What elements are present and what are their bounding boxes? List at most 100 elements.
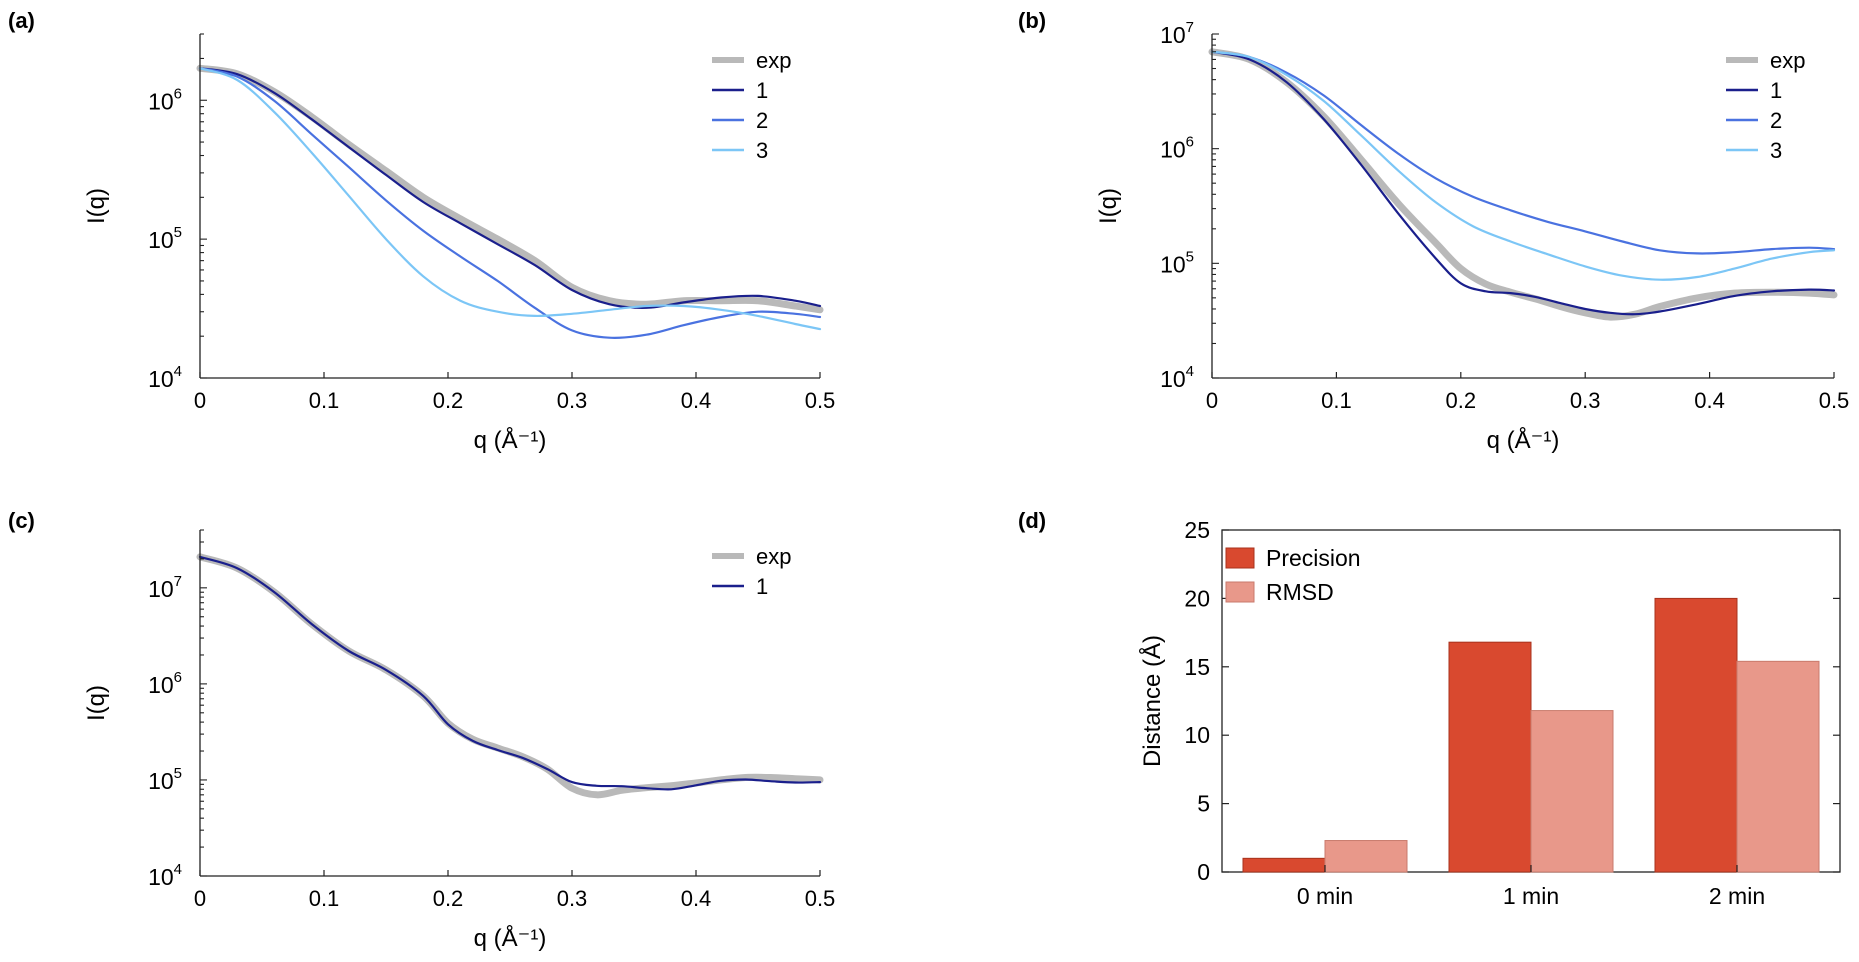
y-tick-label: 106 (148, 85, 182, 114)
y-tick-label: 0 (1197, 859, 1210, 885)
x-tick-label: 0.3 (557, 388, 588, 413)
y-tick-exponent: 4 (174, 363, 182, 380)
y-tick-base: 10 (148, 227, 174, 253)
y-tick-exponent: 7 (1186, 19, 1194, 36)
y-tick-label: 107 (1160, 19, 1194, 48)
category-label: 1 min (1503, 883, 1559, 909)
y-tick-label: 5 (1197, 791, 1210, 817)
bar-precision (1654, 597, 1738, 873)
legend-label-2: 2 (1770, 108, 1782, 133)
legend-swatch-rmsd (1225, 581, 1255, 603)
y-tick-base: 10 (148, 864, 174, 890)
y-tick-exponent: 5 (1186, 248, 1194, 265)
legend-label-1: 1 (756, 78, 768, 103)
y-tick-base: 10 (1160, 251, 1186, 277)
legend-label-3: 3 (756, 138, 768, 163)
category-label: 2 min (1709, 883, 1765, 909)
y-tick-label: 15 (1184, 654, 1210, 680)
x-axis-label: q (Å⁻¹) (474, 426, 547, 454)
legend-label-1: 1 (1770, 78, 1782, 103)
y-tick-label: 105 (148, 224, 182, 253)
y-tick-exponent: 6 (174, 85, 182, 102)
x-tick-label: 0.1 (1321, 388, 1352, 413)
y-tick-base: 10 (148, 672, 174, 698)
y-tick-label: 106 (148, 669, 182, 698)
series-line-2 (198, 67, 822, 339)
x-tick-label: 0.1 (309, 388, 340, 413)
x-tick-label: 0.4 (681, 886, 712, 911)
bar-rmsd (1324, 840, 1408, 873)
y-tick-label: 104 (148, 861, 182, 890)
x-axis-label: q (Å⁻¹) (474, 924, 547, 952)
y-tick-label: 105 (148, 765, 182, 794)
legend-label-1: 1 (756, 574, 768, 599)
y-tick-exponent: 5 (174, 224, 182, 241)
bar-precision (1448, 641, 1532, 873)
y-tick-label: 10 (1184, 722, 1210, 748)
y-axis-label: I(q) (83, 685, 110, 721)
y-axis-label: I(q) (1095, 188, 1122, 224)
y-tick-base: 10 (148, 576, 174, 602)
panel-label-c: (c) (8, 508, 35, 533)
y-tick-label: 104 (1160, 363, 1194, 392)
y-axis-label: I(q) (83, 188, 110, 224)
y-tick-exponent: 5 (174, 765, 182, 782)
legend-label-rmsd: RMSD (1266, 579, 1334, 605)
bar-precision (1242, 857, 1326, 873)
panel-label-a: (a) (8, 8, 35, 33)
y-tick-exponent: 7 (174, 573, 182, 590)
series-line-exp (1208, 48, 1838, 321)
x-tick-label: 0 (1206, 388, 1218, 413)
x-tick-label: 0.1 (309, 886, 340, 911)
bar-rmsd (1530, 710, 1614, 873)
y-tick-base: 10 (1160, 366, 1186, 392)
y-tick-base: 10 (1160, 22, 1186, 48)
series-line-1 (1210, 50, 1836, 316)
y-tick-exponent: 4 (1186, 363, 1194, 380)
series-line-2 (1210, 50, 1836, 255)
panel-d-chart: 0 5 10 15 20 25 0 min 1 min 2 min Distance (Å) Pre… (1138, 517, 1841, 909)
category-label: 0 min (1297, 883, 1353, 909)
x-tick-label: 0.5 (1819, 388, 1850, 413)
panel-label-d: (d) (1018, 508, 1046, 533)
series-line-3 (198, 67, 822, 331)
y-tick-exponent: 6 (174, 669, 182, 686)
x-tick-label: 0.3 (557, 886, 588, 911)
y-tick-base: 10 (148, 366, 174, 392)
legend-label-3: 3 (1770, 138, 1782, 163)
legend-label-exp: exp (756, 48, 791, 73)
y-tick-base: 10 (1160, 137, 1186, 163)
x-tick-label: 0 (194, 886, 206, 911)
legend-label-exp: exp (756, 544, 791, 569)
x-tick-label: 0.2 (433, 388, 464, 413)
y-tick-exponent: 4 (174, 861, 182, 878)
y-axis-label: Distance (Å) (1138, 635, 1166, 767)
series-line-1 (198, 67, 822, 309)
y-tick-label: 25 (1184, 517, 1210, 543)
legend-swatch-precision (1225, 547, 1255, 569)
x-tick-label: 0.4 (1694, 388, 1725, 413)
legend-label-exp: exp (1770, 48, 1805, 73)
series-line-exp (196, 64, 824, 314)
y-tick-label: 104 (148, 363, 182, 392)
x-tick-label: 0.5 (805, 388, 836, 413)
legend-label-precision: Precision (1266, 545, 1361, 571)
bar-rmsd (1736, 660, 1820, 873)
legend-label-2: 2 (756, 108, 768, 133)
x-tick-label: 0.2 (433, 886, 464, 911)
y-tick-base: 10 (148, 88, 174, 114)
x-tick-label: 0 (194, 388, 206, 413)
x-tick-label: 0.5 (805, 886, 836, 911)
y-tick-label: 107 (148, 573, 182, 602)
y-tick-label: 105 (1160, 248, 1194, 277)
x-axis-label: q (Å⁻¹) (1487, 426, 1560, 454)
panel-label-b: (b) (1018, 8, 1046, 33)
series-line-1 (198, 555, 822, 791)
series-line-3 (1210, 50, 1836, 281)
series-line-exp (196, 553, 824, 799)
y-tick-exponent: 6 (1186, 134, 1194, 151)
